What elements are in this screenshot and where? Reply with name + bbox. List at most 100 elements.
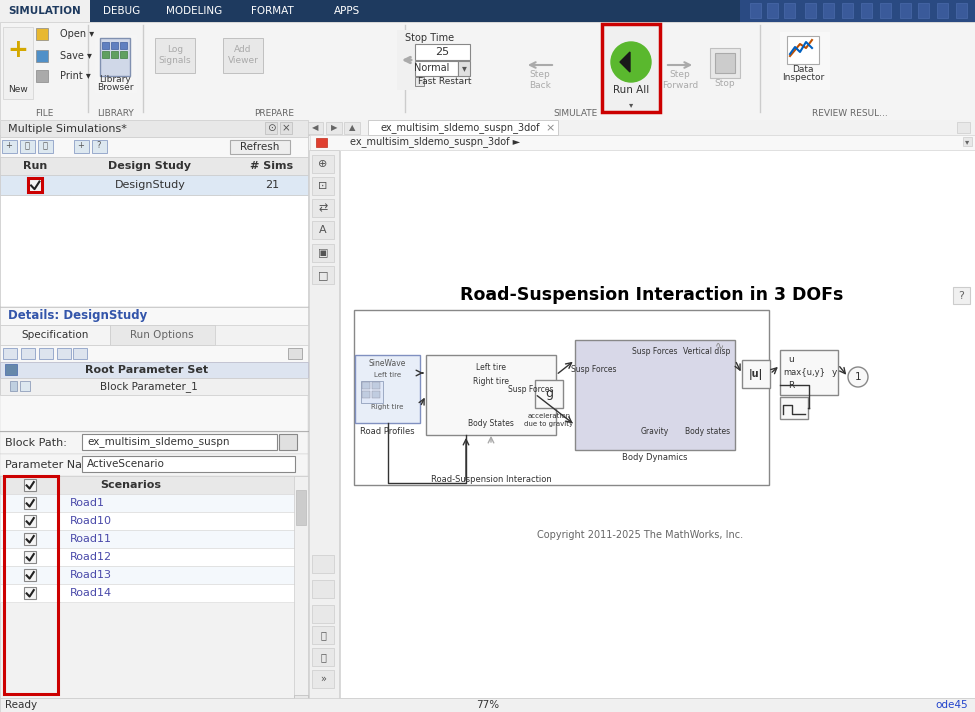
Text: Road10: Road10 xyxy=(70,516,112,526)
Bar xyxy=(780,350,838,395)
Bar xyxy=(0,566,308,584)
Bar xyxy=(710,48,740,78)
Bar xyxy=(24,569,36,581)
Bar xyxy=(780,397,808,419)
Text: ×: × xyxy=(545,123,555,133)
Bar xyxy=(767,3,778,18)
Bar xyxy=(296,490,306,525)
Bar xyxy=(823,3,834,18)
Bar xyxy=(5,364,17,375)
Bar xyxy=(36,28,48,40)
Bar xyxy=(426,355,556,435)
Bar xyxy=(312,266,334,284)
Text: ▾: ▾ xyxy=(965,137,969,147)
Text: ▾: ▾ xyxy=(461,63,466,73)
Text: »: » xyxy=(320,674,326,684)
Text: max{u,y}: max{u,y} xyxy=(783,368,825,377)
Bar xyxy=(372,391,380,398)
Text: □: □ xyxy=(318,270,329,280)
Bar xyxy=(575,340,735,450)
Text: u: u xyxy=(788,355,794,365)
Text: 💾: 💾 xyxy=(43,142,48,150)
Bar xyxy=(0,195,308,308)
Text: Design Study: Design Study xyxy=(108,161,191,171)
Text: Refresh: Refresh xyxy=(240,142,280,152)
Bar xyxy=(20,140,35,153)
Text: Run Options: Run Options xyxy=(131,330,194,340)
Text: +: + xyxy=(78,142,85,150)
Text: ▶: ▶ xyxy=(331,123,337,132)
Text: LIBRARY: LIBRARY xyxy=(98,108,134,117)
Bar xyxy=(963,137,972,146)
Text: Stop Time: Stop Time xyxy=(406,33,454,43)
Text: Run: Run xyxy=(22,161,47,171)
Bar xyxy=(0,345,308,362)
Text: REVIEW RESUL...: REVIEW RESUL... xyxy=(812,108,888,117)
Bar xyxy=(354,310,769,485)
Bar xyxy=(111,42,118,49)
Text: y: y xyxy=(832,368,837,377)
Bar xyxy=(3,27,33,99)
Text: Body states: Body states xyxy=(684,427,730,436)
Bar xyxy=(294,695,308,709)
Bar xyxy=(784,3,795,18)
Text: Specification: Specification xyxy=(21,330,89,340)
Text: Library: Library xyxy=(99,75,131,85)
Bar xyxy=(742,360,770,388)
Bar xyxy=(372,382,380,389)
Bar xyxy=(715,53,735,73)
Text: Body Dynamics: Body Dynamics xyxy=(622,454,687,463)
Bar xyxy=(24,479,36,491)
Bar xyxy=(100,38,130,76)
Text: MODELING: MODELING xyxy=(166,6,222,16)
Text: ⊙: ⊙ xyxy=(266,123,275,133)
Bar xyxy=(280,122,292,134)
Bar xyxy=(82,434,277,450)
Bar xyxy=(787,36,819,64)
Text: FORMAT: FORMAT xyxy=(252,6,293,16)
Bar xyxy=(900,3,911,18)
Text: Body States: Body States xyxy=(468,419,514,427)
Bar xyxy=(937,3,948,18)
Text: Road-Suspension Interaction in 3 DOFs: Road-Suspension Interaction in 3 DOFs xyxy=(460,286,843,304)
Bar xyxy=(74,140,89,153)
Bar xyxy=(362,391,370,398)
Bar xyxy=(0,454,308,476)
Bar xyxy=(0,395,308,432)
Text: 1: 1 xyxy=(855,372,861,382)
Circle shape xyxy=(848,367,868,387)
Text: DEBUG: DEBUG xyxy=(103,6,140,16)
Text: Left tire: Left tire xyxy=(476,362,506,372)
Text: ▲: ▲ xyxy=(349,123,355,132)
Text: ▾: ▾ xyxy=(298,697,303,707)
Bar xyxy=(279,434,297,450)
Text: ActiveScenario: ActiveScenario xyxy=(87,459,165,469)
Bar xyxy=(362,382,370,389)
Text: Road Profiles: Road Profiles xyxy=(360,426,414,436)
Text: acceleration: acceleration xyxy=(527,413,570,419)
Text: Open ▾: Open ▾ xyxy=(60,29,95,39)
Bar xyxy=(535,380,563,408)
Text: ⊡: ⊡ xyxy=(318,181,328,191)
Text: Step
Forward: Step Forward xyxy=(662,70,698,90)
Polygon shape xyxy=(620,52,630,72)
Text: Parameter Name:: Parameter Name: xyxy=(5,460,103,470)
Bar xyxy=(415,44,470,60)
Bar xyxy=(0,175,308,195)
Bar xyxy=(458,61,470,76)
Text: ⊕: ⊕ xyxy=(318,159,328,169)
Text: ex_multisim_sldemo_suspn_3dof ►: ex_multisim_sldemo_suspn_3dof ► xyxy=(350,137,520,147)
Text: Ready: Ready xyxy=(5,700,37,710)
Bar xyxy=(0,494,308,512)
Bar xyxy=(0,476,308,494)
Bar xyxy=(780,32,830,90)
Text: R: R xyxy=(788,380,795,389)
Text: APPS: APPS xyxy=(334,6,361,16)
Text: Inspector: Inspector xyxy=(782,73,824,83)
Bar xyxy=(957,122,970,133)
Bar xyxy=(0,378,308,395)
Bar xyxy=(294,476,308,698)
Text: Road13: Road13 xyxy=(70,570,112,580)
Text: Details: DesignStudy: Details: DesignStudy xyxy=(8,310,147,323)
Bar xyxy=(10,381,17,391)
